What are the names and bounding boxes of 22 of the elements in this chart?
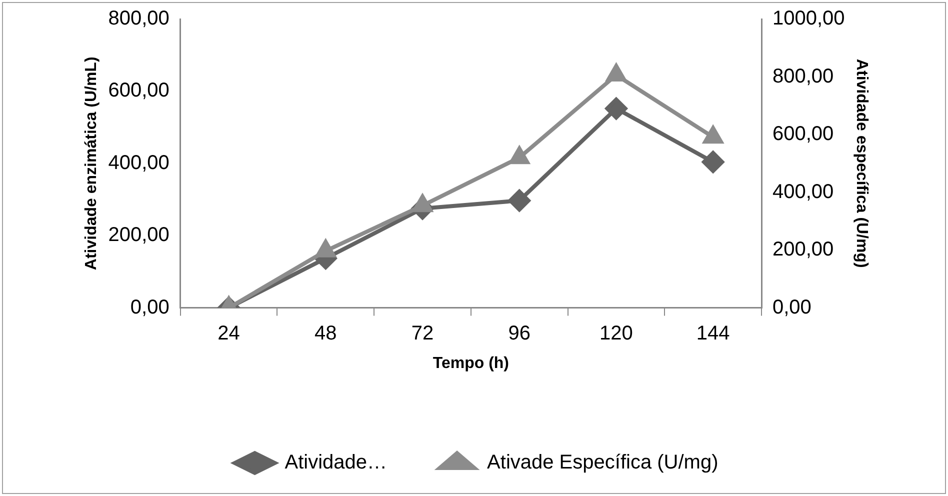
y-tick-label: 400,00 <box>108 152 170 174</box>
legend-label: Ativade Específica (U/mg) <box>487 452 718 474</box>
legend-label: Atividade… <box>284 452 388 474</box>
y2-tick-label: 1000,00 <box>772 8 845 30</box>
y2-tick-label: 800,00 <box>772 65 834 88</box>
x-tick-label: 24 <box>218 322 240 344</box>
x-axis-title: Tempo (h) <box>432 354 510 372</box>
y2-axis-title: Atividade específica (U/mg) <box>852 58 870 268</box>
y-tick-label: 200,00 <box>108 224 170 246</box>
y2-tick-label: 200,00 <box>772 238 834 261</box>
x-tick-label: 48 <box>314 322 337 344</box>
x-tick-label: 96 <box>508 322 530 344</box>
y-tick-label: 600,00 <box>108 80 170 102</box>
y2-tick-label: 400,00 <box>772 180 834 203</box>
y2-tick-label: 600,00 <box>772 123 834 146</box>
y-tick-label: 0,00 <box>130 296 170 318</box>
y-axis-title: Atividade enzimática (U/mL) <box>83 56 100 270</box>
x-tick-label: 120 <box>600 322 633 344</box>
x-tick-label: 144 <box>696 322 730 344</box>
y-tick-label: 800,00 <box>108 8 170 30</box>
x-tick-label: 72 <box>411 322 434 344</box>
y2-tick-label: 0,00 <box>772 296 812 318</box>
